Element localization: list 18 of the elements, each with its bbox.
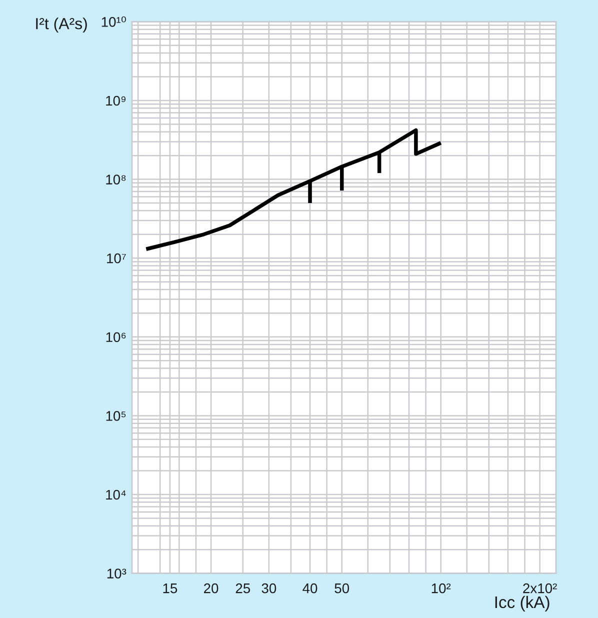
y-tick-label: 10¹⁰: [102, 16, 126, 27]
y-tick-label: 10⁸: [106, 174, 126, 184]
y-tick-label: 10⁵: [106, 411, 126, 421]
x-tick-label: 40: [302, 583, 318, 594]
x-tick-label: 2x10²: [523, 583, 557, 594]
x-tick-label: 10²: [432, 583, 451, 594]
x-tick-label: 20: [204, 583, 218, 594]
y-tick-label: 10⁹: [106, 96, 126, 106]
x-tick-label: 30: [262, 583, 276, 594]
x-axis-title: Icc (kA): [495, 596, 550, 612]
x-tick-label: 50: [334, 583, 350, 594]
y-tick-label: 10⁴: [106, 490, 126, 500]
y-tick-label: 10³: [107, 568, 126, 578]
y-tick-label: 10⁷: [107, 253, 126, 264]
x-tick-label: 25: [236, 583, 250, 594]
x-tick-label: 15: [163, 584, 178, 594]
y-tick-label: 10⁶: [106, 332, 126, 342]
y-axis-title: I²t (A²s): [36, 18, 87, 32]
